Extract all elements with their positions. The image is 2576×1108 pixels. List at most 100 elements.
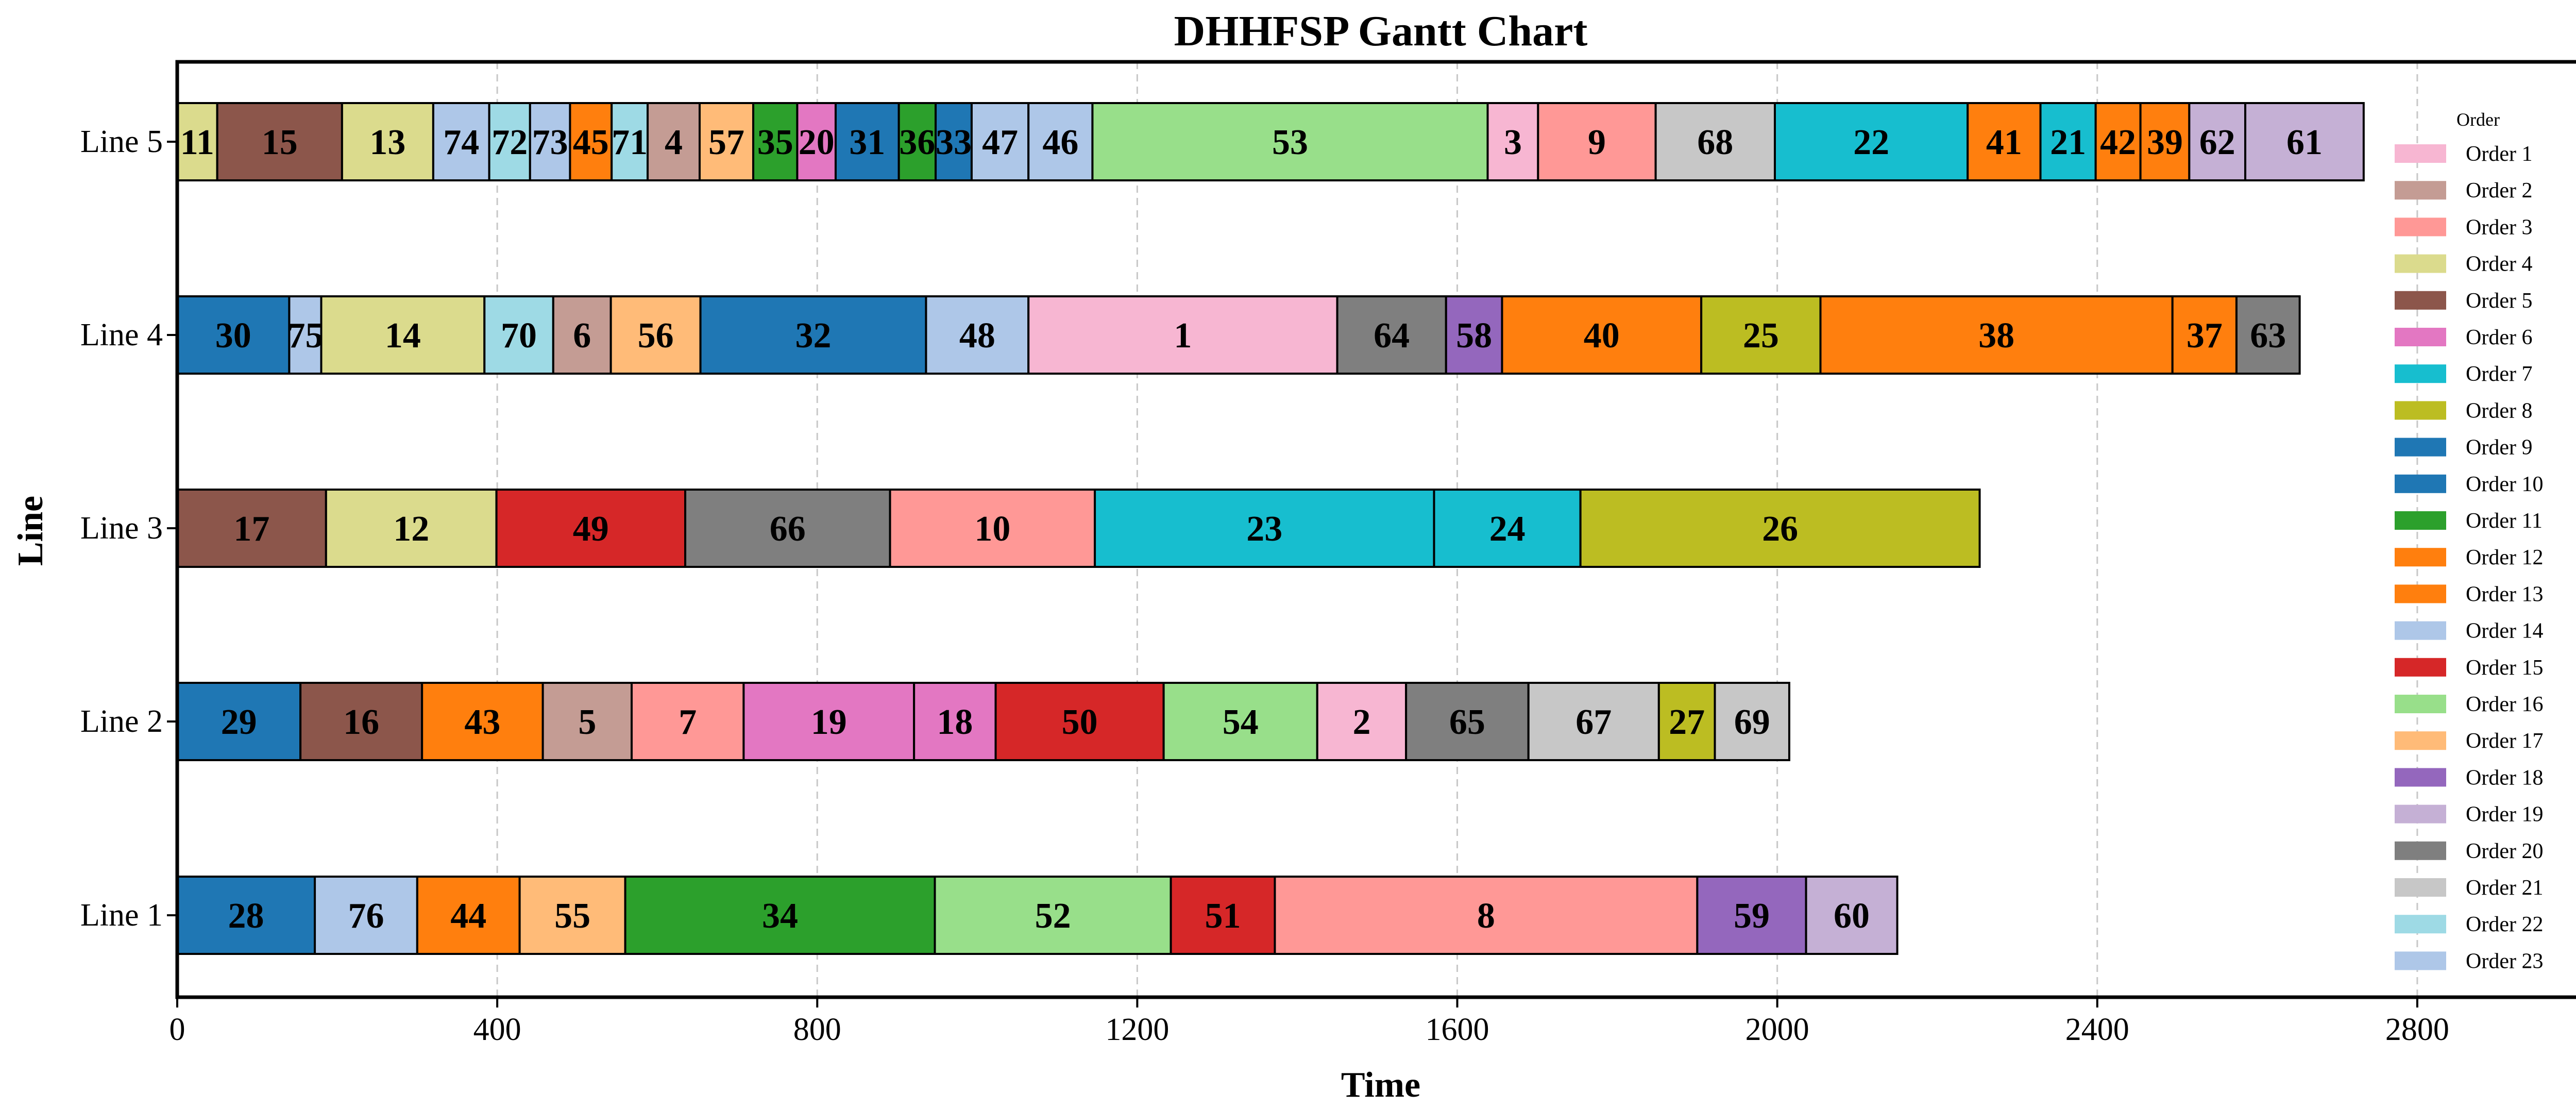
task-label: 20	[799, 123, 835, 162]
task-bar	[1027, 102, 1094, 181]
task-label: 2	[1352, 702, 1370, 742]
legend-swatch	[2395, 915, 2446, 934]
x-axis-label: Time	[1341, 1065, 1420, 1105]
legend-entry-label: Order 14	[2466, 619, 2543, 643]
task-label: 19	[811, 702, 847, 742]
task-label: 14	[385, 316, 421, 356]
task-label: 21	[2050, 123, 2086, 162]
task-label: 17	[233, 509, 269, 549]
task-label: 11	[180, 123, 214, 162]
task-bar	[1433, 489, 1582, 568]
task-label: 54	[1223, 702, 1259, 742]
task-bar	[934, 876, 1172, 955]
legend-swatch	[2395, 254, 2446, 273]
task-bar	[2039, 102, 2097, 181]
legend-entry-label: Order 11	[2466, 509, 2543, 533]
task-bar	[216, 102, 343, 181]
task-label: 4	[665, 123, 683, 162]
legend-entry-label: Order 13	[2466, 582, 2543, 606]
legend-entry-label: Order 22	[2466, 913, 2543, 936]
task-bar	[1486, 102, 1539, 181]
task-label: 18	[937, 702, 973, 742]
task-bar	[1405, 682, 1530, 761]
task-bar	[1501, 295, 1703, 375]
y-tick-label: Line 2	[80, 704, 163, 739]
task-bar	[699, 295, 927, 375]
legend-entry-label: Order 10	[2466, 473, 2543, 496]
task-bar	[1819, 295, 2174, 375]
task-bar	[176, 682, 302, 761]
x-tick-label: 2800	[2385, 1012, 2449, 1047]
task-label: 36	[899, 123, 935, 162]
task-bar	[176, 295, 291, 375]
task-label: 35	[757, 123, 793, 162]
task-bar	[1657, 682, 1716, 761]
task-label: 56	[638, 316, 674, 356]
legend-swatch	[2395, 658, 2446, 677]
legend-swatch	[2395, 878, 2446, 897]
legend-swatch	[2395, 364, 2446, 383]
legend-swatch	[2395, 951, 2446, 970]
task-label: 40	[1584, 316, 1620, 356]
legend-entry-label: Order 4	[2466, 253, 2532, 276]
chart-title: DHHFSP Gantt Chart	[1174, 7, 1588, 55]
task-bar	[518, 876, 626, 955]
task-bar	[552, 295, 612, 375]
legend-swatch	[2395, 768, 2446, 787]
task-label: 43	[464, 702, 500, 742]
x-tick-label: 0	[170, 1012, 185, 1047]
legend-swatch	[2395, 621, 2446, 640]
task-bar	[609, 295, 702, 375]
task-label: 6	[573, 316, 591, 356]
legend-swatch	[2395, 474, 2446, 493]
task-bar	[1579, 489, 1981, 568]
x-tick-label: 800	[793, 1012, 841, 1047]
task-bar	[1714, 682, 1790, 761]
legend-swatch	[2395, 695, 2446, 713]
task-label: 69	[1734, 702, 1770, 742]
task-label: 62	[2199, 123, 2235, 162]
legend-swatch	[2395, 144, 2446, 163]
y-tick-label: Line 1	[80, 898, 163, 933]
x-tick-label: 2400	[2065, 1012, 2129, 1047]
task-label: 57	[708, 123, 744, 162]
task-bar	[1336, 295, 1447, 375]
task-bar	[1696, 876, 1807, 955]
x-tick-label: 400	[473, 1012, 521, 1047]
task-bar	[1527, 682, 1660, 761]
task-bar	[1654, 102, 1776, 181]
task-label: 1	[1174, 316, 1192, 356]
legend-entry-label: Order 17	[2466, 729, 2543, 753]
legend-entry-label: Order 16	[2466, 693, 2543, 716]
y-tick-label: Line 3	[80, 511, 163, 546]
task-label: 39	[2147, 123, 2183, 162]
task-label: 34	[762, 896, 798, 936]
task-bar	[1162, 682, 1318, 761]
y-tick-label: Line 4	[80, 317, 163, 352]
task-label: 26	[1762, 509, 1798, 549]
plot-frame	[175, 60, 2576, 999]
legend-entry-label: Order 1	[2466, 142, 2532, 166]
task-label: 53	[1272, 123, 1308, 162]
task-label: 31	[849, 123, 885, 162]
task-label: 72	[492, 123, 528, 162]
legend-entry-label: Order 18	[2466, 766, 2543, 790]
task-bar	[913, 682, 997, 761]
task-bar	[935, 102, 973, 181]
task-bar	[299, 682, 423, 761]
task-label: 10	[974, 509, 1010, 549]
task-bar	[994, 682, 1165, 761]
task-label: 45	[573, 123, 609, 162]
grid-lines	[496, 62, 2418, 997]
legend-entry-label: Order 12	[2466, 546, 2543, 569]
task-label: 64	[1374, 316, 1410, 356]
task-bar	[1274, 876, 1699, 955]
task-label: 75	[287, 316, 323, 356]
legend-swatch	[2395, 291, 2446, 310]
task-label: 50	[1062, 702, 1098, 742]
task-bar	[432, 102, 490, 181]
task-bar	[2244, 102, 2365, 181]
legend-swatch	[2395, 438, 2446, 457]
task-label: 5	[578, 702, 596, 742]
task-bar	[925, 295, 1030, 375]
